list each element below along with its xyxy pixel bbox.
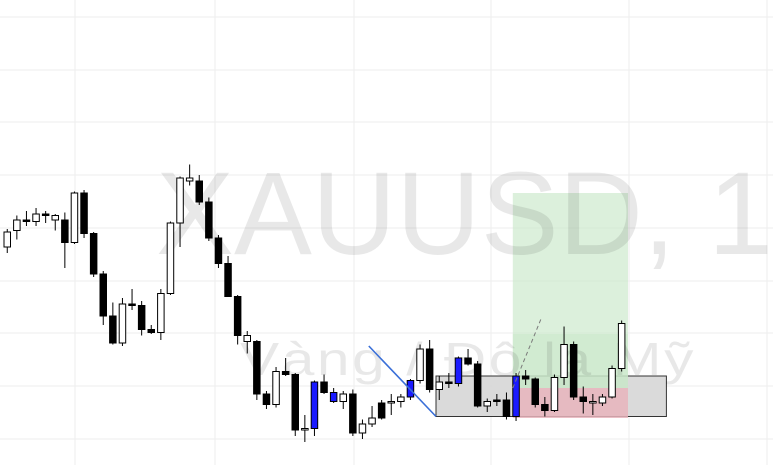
candle-body [473, 363, 482, 407]
candle-body [70, 192, 79, 243]
candle-body [137, 305, 146, 330]
candle-body [51, 215, 59, 221]
candle-body [243, 335, 251, 342]
candle-body [454, 357, 463, 384]
candle-body [195, 180, 203, 203]
candle-body [233, 296, 242, 336]
candle-body [80, 192, 88, 234]
candle-body [377, 402, 386, 419]
candle-body [445, 381, 453, 384]
candle-body [3, 231, 11, 248]
candle-body [502, 399, 511, 417]
candle-body [358, 423, 367, 434]
candle-body [493, 399, 501, 402]
candle-body [41, 213, 50, 216]
candle-body [416, 348, 424, 381]
candle-body [262, 393, 271, 405]
candle-body [464, 357, 472, 365]
candle-body [224, 263, 232, 297]
candle-body [521, 375, 530, 380]
candle-body [301, 428, 309, 431]
candle-body [99, 273, 107, 317]
candle-body [214, 237, 223, 264]
candle-body [281, 371, 290, 375]
candle-body [531, 378, 539, 405]
candle-body [589, 401, 597, 404]
candle-body [339, 393, 347, 402]
candle-body [147, 329, 155, 333]
candle-body [483, 401, 491, 407]
candle-body [176, 177, 184, 224]
candle-body [32, 213, 40, 222]
candle-body [205, 201, 213, 239]
candle-body [608, 368, 616, 398]
candle-body [157, 293, 165, 333]
candle-body [617, 323, 626, 369]
candle-body [166, 222, 175, 294]
candle-body [329, 392, 338, 402]
candle-body [185, 177, 194, 182]
drawings[interactable] [368, 317, 543, 418]
projection-line[interactable] [512, 317, 543, 389]
candle-body [397, 396, 405, 402]
watermark-symbol: XAUUSD, 1 [156, 148, 773, 280]
candle-body [368, 417, 376, 425]
candle-body [272, 371, 280, 405]
candle-body [13, 219, 21, 231]
candle-body [425, 348, 434, 390]
candle-body [22, 219, 31, 222]
watermark: XAUUSD, 1 Vàng / Đô la Mỹ [156, 148, 773, 385]
candle-body [579, 396, 587, 402]
candle-body [310, 381, 319, 429]
candle-body [109, 315, 117, 344]
candle-body [569, 344, 578, 398]
candle-body [128, 303, 136, 306]
candle-body [550, 377, 559, 411]
trend-line[interactable] [368, 345, 437, 418]
candle-body [253, 341, 261, 395]
candle-body [291, 374, 299, 431]
candle-body [61, 219, 69, 243]
candle-body [512, 375, 520, 417]
candle-body [320, 381, 328, 393]
candle-body [435, 381, 443, 390]
candle-body [118, 303, 127, 344]
candle-body [560, 344, 568, 378]
candle-body [387, 401, 395, 404]
candle-body [349, 393, 357, 434]
candle-body [541, 404, 549, 411]
candle-body [89, 233, 98, 275]
candle-body [598, 396, 607, 404]
candles [3, 164, 626, 442]
